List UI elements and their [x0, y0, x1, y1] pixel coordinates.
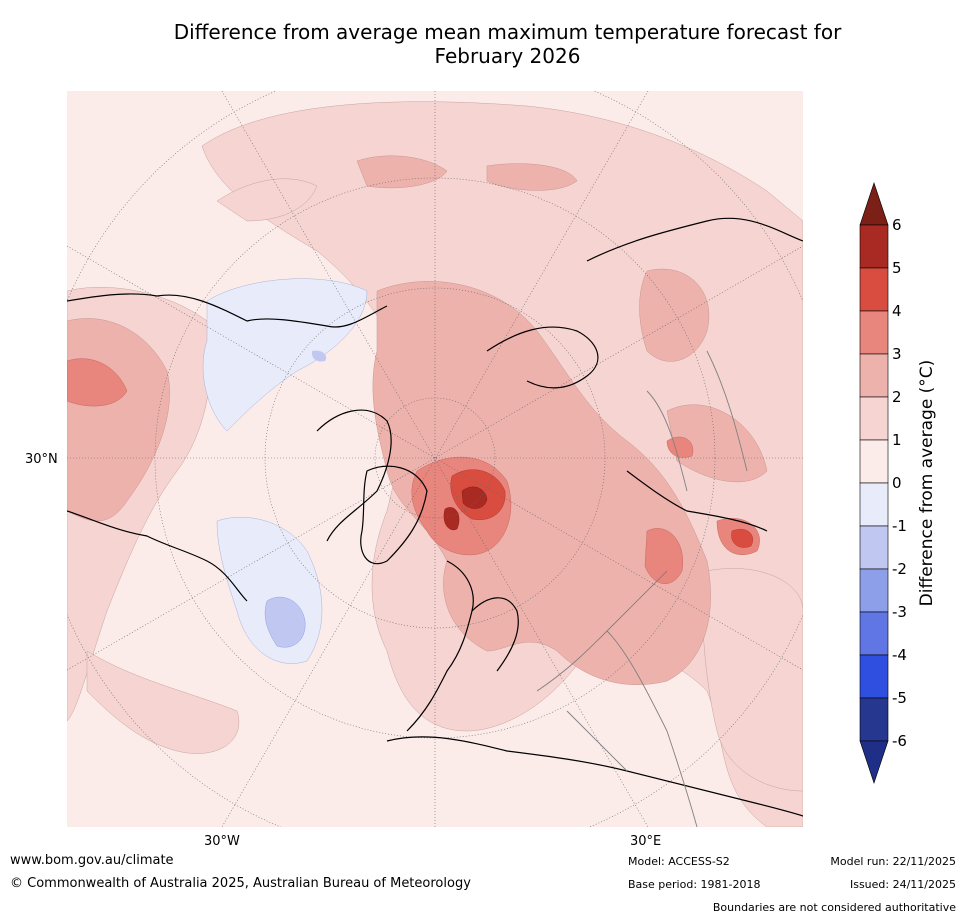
- graticule: [67, 91, 803, 827]
- copyright-text: © Commonwealth of Australia 2025, Austra…: [10, 876, 471, 891]
- colorbar-tick-label: 3: [892, 345, 902, 363]
- country-borders: [536, 350, 748, 827]
- colorbar-extend-high: [859, 182, 889, 226]
- colorbar-band: [859, 353, 889, 398]
- colorbar-tick-label: 0: [892, 474, 902, 492]
- forecast-map[interactable]: [67, 91, 803, 827]
- colorbar-extend-low: [859, 740, 889, 784]
- colorbar-label: Difference from average (°C): [917, 359, 937, 607]
- colorbar-band: [859, 697, 889, 742]
- colorbar-band: [859, 482, 889, 527]
- bom-website-link[interactable]: www.bom.gov.au/climate: [10, 853, 174, 868]
- colorbar-tick-label: -4: [892, 646, 907, 664]
- longitude-label-30e: 30°E: [630, 834, 662, 849]
- disclaimer-text: Boundaries are not considered authoritat…: [712, 901, 956, 914]
- coastlines: [67, 217, 803, 817]
- map-title: Difference from average mean maximum tem…: [120, 20, 895, 68]
- anomaly-5-6: [443, 486, 488, 531]
- model-run-text: Model run: 22/11/2025: [830, 855, 956, 868]
- colorbar-tick-label: 4: [892, 302, 902, 320]
- colorbar-tick-label: -6: [892, 732, 907, 750]
- longitude-label-30w: 30°W: [204, 834, 240, 849]
- colorbar-tick-label: -1: [892, 517, 907, 535]
- colorbar-tick-label: 1: [892, 431, 902, 449]
- map-canvas: [67, 91, 803, 827]
- colorbar-band: [859, 654, 889, 699]
- title-line-1: Difference from average mean maximum tem…: [173, 20, 842, 44]
- colorbar-tick-label: 2: [892, 388, 902, 406]
- issued-text: Issued: 24/11/2025: [849, 878, 956, 891]
- colorbar-tick-label: -5: [892, 689, 907, 707]
- colorbar-band: [859, 267, 889, 312]
- latitude-label-30n: 30°N: [25, 452, 58, 467]
- colorbar-tick-label: 5: [892, 259, 902, 277]
- colorbar-band: [859, 568, 889, 613]
- model-text: Model: ACCESS-S2: [628, 855, 730, 868]
- anomaly-negative: [202, 278, 368, 664]
- colorbar-tick-label: 6: [892, 216, 902, 234]
- colorbar-band: [859, 611, 889, 656]
- title-line-2: February 2026: [434, 44, 581, 68]
- colorbar-band: [859, 439, 889, 484]
- colorbar-tick-label: -3: [892, 603, 907, 621]
- colorbar-band: [859, 396, 889, 441]
- colorbar-band: [859, 525, 889, 570]
- colorbar-band: [859, 310, 889, 355]
- base-period-text: Base period: 1981-2018: [628, 878, 761, 891]
- colorbar-band: [859, 224, 889, 269]
- colorbar: 6 5 4 3 2 1 0 -1 -2 -3 -4 -5 -6: [859, 182, 907, 784]
- colorbar-tick-label: -2: [892, 560, 907, 578]
